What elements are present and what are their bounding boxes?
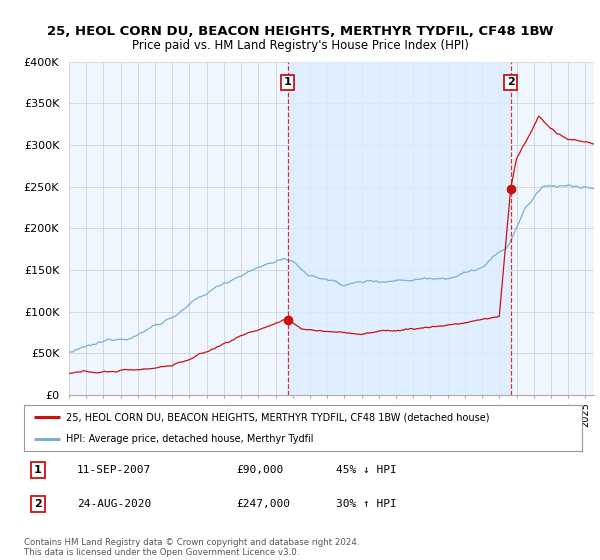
Text: 2: 2 — [34, 499, 42, 509]
Text: £247,000: £247,000 — [236, 499, 290, 509]
Text: Contains HM Land Registry data © Crown copyright and database right 2024.: Contains HM Land Registry data © Crown c… — [24, 538, 359, 547]
Text: £90,000: £90,000 — [236, 465, 283, 475]
Text: 1: 1 — [284, 77, 292, 87]
Bar — [287, 62, 511, 395]
Text: Price paid vs. HM Land Registry's House Price Index (HPI): Price paid vs. HM Land Registry's House … — [131, 39, 469, 52]
Text: 45% ↓ HPI: 45% ↓ HPI — [337, 465, 397, 475]
Text: 25, HEOL CORN DU, BEACON HEIGHTS, MERTHYR TYDFIL, CF48 1BW: 25, HEOL CORN DU, BEACON HEIGHTS, MERTHY… — [47, 25, 553, 38]
Text: 30% ↑ HPI: 30% ↑ HPI — [337, 499, 397, 509]
Text: 25, HEOL CORN DU, BEACON HEIGHTS, MERTHYR TYDFIL, CF48 1BW (detached house): 25, HEOL CORN DU, BEACON HEIGHTS, MERTHY… — [66, 412, 490, 422]
Text: This data is licensed under the Open Government Licence v3.0.: This data is licensed under the Open Gov… — [24, 548, 299, 557]
Text: 11-SEP-2007: 11-SEP-2007 — [77, 465, 151, 475]
Text: 24-AUG-2020: 24-AUG-2020 — [77, 499, 151, 509]
Text: HPI: Average price, detached house, Merthyr Tydfil: HPI: Average price, detached house, Mert… — [66, 435, 313, 444]
Text: 1: 1 — [34, 465, 42, 475]
Text: 2: 2 — [506, 77, 514, 87]
